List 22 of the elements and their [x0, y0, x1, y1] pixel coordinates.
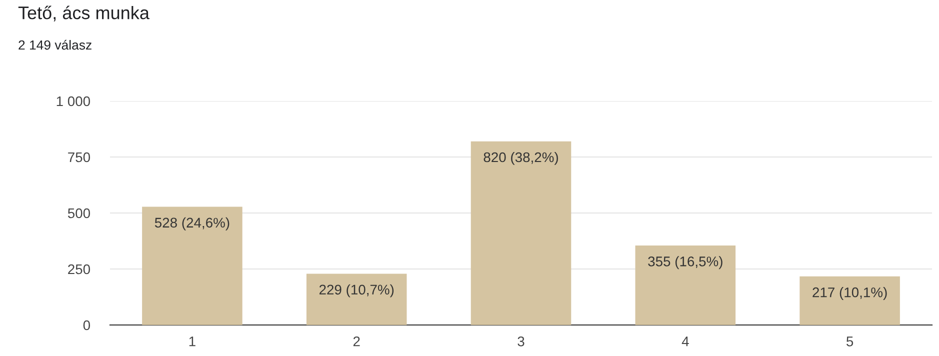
chart-title: Tető, ács munka [18, 6, 150, 22]
data-label: 528 (24,6%) [154, 217, 230, 230]
x-tick-label: 4 [682, 336, 689, 346]
bar [470, 141, 572, 325]
chart-subtitle: 2 149 válasz [18, 40, 92, 50]
data-label: 355 (16,5%) [648, 256, 722, 270]
x-tick-label: 1 [189, 336, 196, 346]
y-tick-label: 1 000 [56, 96, 90, 106]
y-tick-label: 250 [68, 264, 90, 274]
y-tick-label: 0 [83, 320, 90, 330]
bar [635, 245, 736, 325]
y-tick-label: 500 [68, 208, 90, 218]
x-tick-label: 3 [518, 336, 524, 346]
bar [142, 206, 242, 325]
x-tick-label: 5 [846, 336, 854, 346]
data-label: 229 (10,7%) [319, 284, 394, 298]
bar [306, 274, 407, 325]
x-tick-label: 2 [353, 336, 360, 346]
y-tick-label: 750 [68, 152, 90, 162]
data-label: 217 (10,1%) [812, 287, 887, 300]
bar [800, 276, 900, 325]
data-label: 820 (38,2%) [484, 152, 558, 165]
